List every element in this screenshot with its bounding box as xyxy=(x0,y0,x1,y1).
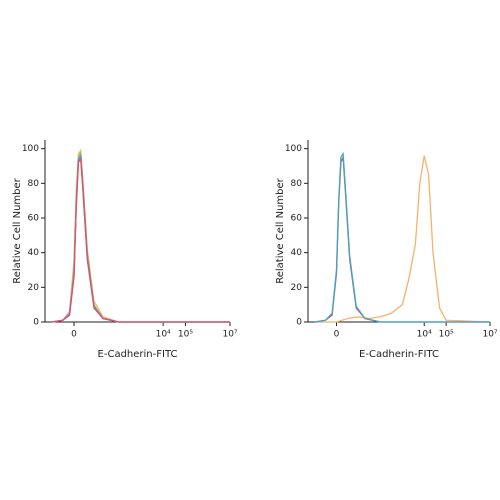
y-tick-label: 100 xyxy=(22,144,39,154)
histogram-line xyxy=(314,157,490,323)
x-tick-label: 10⁷ xyxy=(222,330,237,340)
y-tick-label: 80 xyxy=(291,179,303,189)
x-tick-label: 10⁴ xyxy=(156,330,171,340)
histogram-line xyxy=(51,155,230,323)
histogram-line xyxy=(314,155,491,323)
y-tick-label: 60 xyxy=(291,214,303,224)
x-tick-label: 10⁷ xyxy=(482,330,497,340)
histogram-line xyxy=(51,157,230,323)
x-axis-title: E-Cadherin-FITC xyxy=(359,349,439,360)
y-axis-title: Relative Cell Number xyxy=(12,177,23,283)
histogram-line xyxy=(51,153,230,323)
histogram-line xyxy=(51,151,230,323)
x-tick-label: 0 xyxy=(71,330,77,340)
y-tick-label: 20 xyxy=(28,283,40,293)
x-tick-label: 10⁴ xyxy=(417,330,432,340)
y-tick-label: 0 xyxy=(33,318,39,328)
y-tick-label: 80 xyxy=(28,179,40,189)
y-tick-label: 60 xyxy=(28,214,40,224)
y-axis-title: Relative Cell Number xyxy=(275,177,286,283)
x-tick-label: 10⁵ xyxy=(178,330,193,340)
y-tick-label: 20 xyxy=(291,283,303,293)
x-tick-label: 10⁵ xyxy=(439,330,454,340)
histogram-line xyxy=(314,151,490,323)
y-tick-label: 40 xyxy=(28,248,40,258)
y-tick-label: 0 xyxy=(296,318,302,328)
histogram-line xyxy=(51,148,230,323)
x-axis-title: E-Cadherin-FITC xyxy=(98,349,178,360)
y-tick-label: 100 xyxy=(285,144,302,154)
y-tick-label: 40 xyxy=(291,248,303,258)
x-tick-label: 0 xyxy=(334,330,340,340)
